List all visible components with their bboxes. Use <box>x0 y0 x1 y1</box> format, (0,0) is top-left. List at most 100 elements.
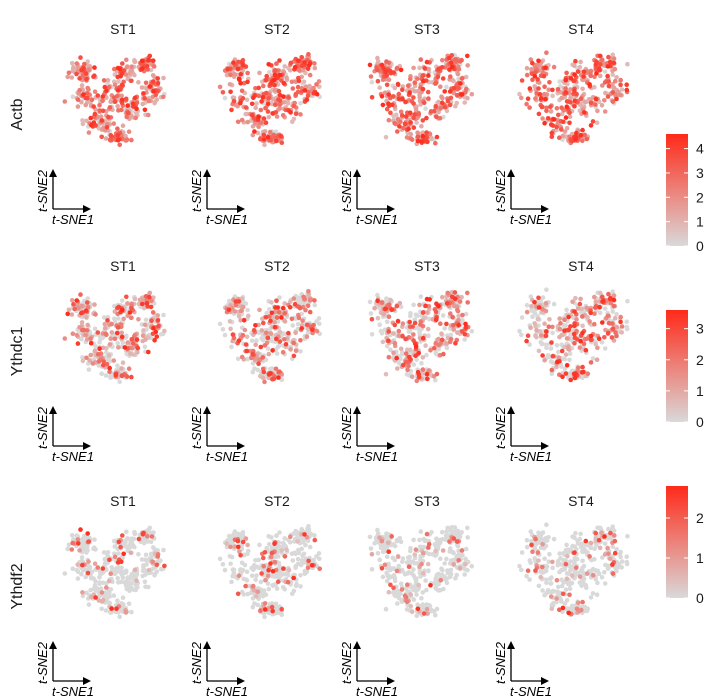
data-point <box>460 312 465 318</box>
data-point <box>451 327 457 332</box>
data-point <box>85 95 90 101</box>
data-point <box>116 539 122 545</box>
data-point <box>142 344 148 350</box>
data-point <box>536 539 541 545</box>
data-point <box>453 532 459 538</box>
data-point <box>244 569 250 575</box>
data-point <box>590 119 596 124</box>
data-point <box>442 326 448 331</box>
data-point <box>444 341 450 346</box>
data-point <box>403 336 409 342</box>
data-point <box>109 137 114 143</box>
data-point <box>127 70 132 76</box>
color-scale-tick-label: 3 <box>696 321 704 337</box>
data-point <box>280 305 286 311</box>
data-point <box>228 89 233 95</box>
data-point <box>451 322 456 328</box>
data-point <box>97 581 102 586</box>
data-point <box>82 61 87 67</box>
data-point <box>80 593 86 599</box>
data-point <box>78 292 83 297</box>
data-point <box>287 68 293 73</box>
data-point <box>434 606 440 612</box>
data-point <box>564 542 569 548</box>
data-point <box>577 345 583 350</box>
data-point <box>444 580 450 586</box>
data-point <box>562 328 567 334</box>
data-point <box>529 307 534 313</box>
data-point <box>238 81 243 86</box>
x-axis-label: t-SNE1 <box>206 449 248 464</box>
data-point <box>550 360 556 365</box>
data-point <box>424 130 429 135</box>
data-point <box>613 330 618 335</box>
data-point <box>155 554 160 559</box>
data-point <box>146 112 151 118</box>
data-point <box>298 112 303 117</box>
data-point <box>266 610 272 616</box>
data-point <box>88 352 93 358</box>
data-point <box>142 107 148 113</box>
data-point <box>459 548 465 553</box>
data-point <box>295 556 301 562</box>
data-point <box>306 561 311 567</box>
data-point <box>244 111 250 117</box>
data-point <box>92 302 97 307</box>
data-point <box>253 323 258 328</box>
x-axis-label: t-SNE1 <box>356 212 398 227</box>
data-point <box>120 575 126 581</box>
data-point <box>391 542 397 547</box>
data-point <box>266 534 272 539</box>
data-point <box>434 351 439 357</box>
data-point <box>291 296 297 301</box>
data-point <box>421 611 427 616</box>
data-point <box>161 94 166 100</box>
data-point <box>560 119 566 125</box>
scatter-panel-actb-st1 <box>62 53 167 148</box>
data-point <box>545 588 551 593</box>
data-point <box>276 610 281 615</box>
data-point <box>550 353 556 359</box>
data-point <box>549 134 555 139</box>
data-point <box>222 95 228 101</box>
data-point <box>434 581 439 587</box>
panel-title-st3: ST3 <box>414 21 440 37</box>
data-point <box>369 79 375 85</box>
data-point <box>278 72 283 78</box>
data-point <box>382 327 388 333</box>
data-point <box>156 323 161 329</box>
data-point <box>267 129 273 135</box>
data-point <box>150 58 156 63</box>
data-point <box>558 321 563 326</box>
data-point <box>296 78 302 84</box>
data-point <box>84 76 89 82</box>
data-point <box>438 84 443 89</box>
data-point <box>577 536 583 542</box>
data-point <box>244 348 250 354</box>
scatter-panel-ythdf2-st1 <box>62 525 167 620</box>
data-point <box>394 303 400 309</box>
data-point <box>99 134 104 140</box>
data-point <box>533 333 538 338</box>
data-point <box>456 67 462 72</box>
data-point <box>426 568 431 573</box>
data-point <box>380 574 386 580</box>
data-point <box>420 367 426 372</box>
data-point <box>397 124 402 129</box>
data-point <box>469 91 475 97</box>
data-point <box>445 568 450 573</box>
data-point <box>597 290 603 296</box>
data-point <box>285 579 291 585</box>
data-point <box>459 57 464 63</box>
data-point <box>439 94 444 99</box>
data-point <box>115 363 120 369</box>
data-point <box>132 296 138 302</box>
data-point <box>254 573 259 578</box>
data-point <box>62 99 68 104</box>
data-point <box>259 336 264 341</box>
data-point <box>542 120 547 126</box>
data-point <box>272 582 277 588</box>
data-point <box>559 599 564 604</box>
data-point <box>559 577 564 582</box>
data-point <box>532 73 538 79</box>
